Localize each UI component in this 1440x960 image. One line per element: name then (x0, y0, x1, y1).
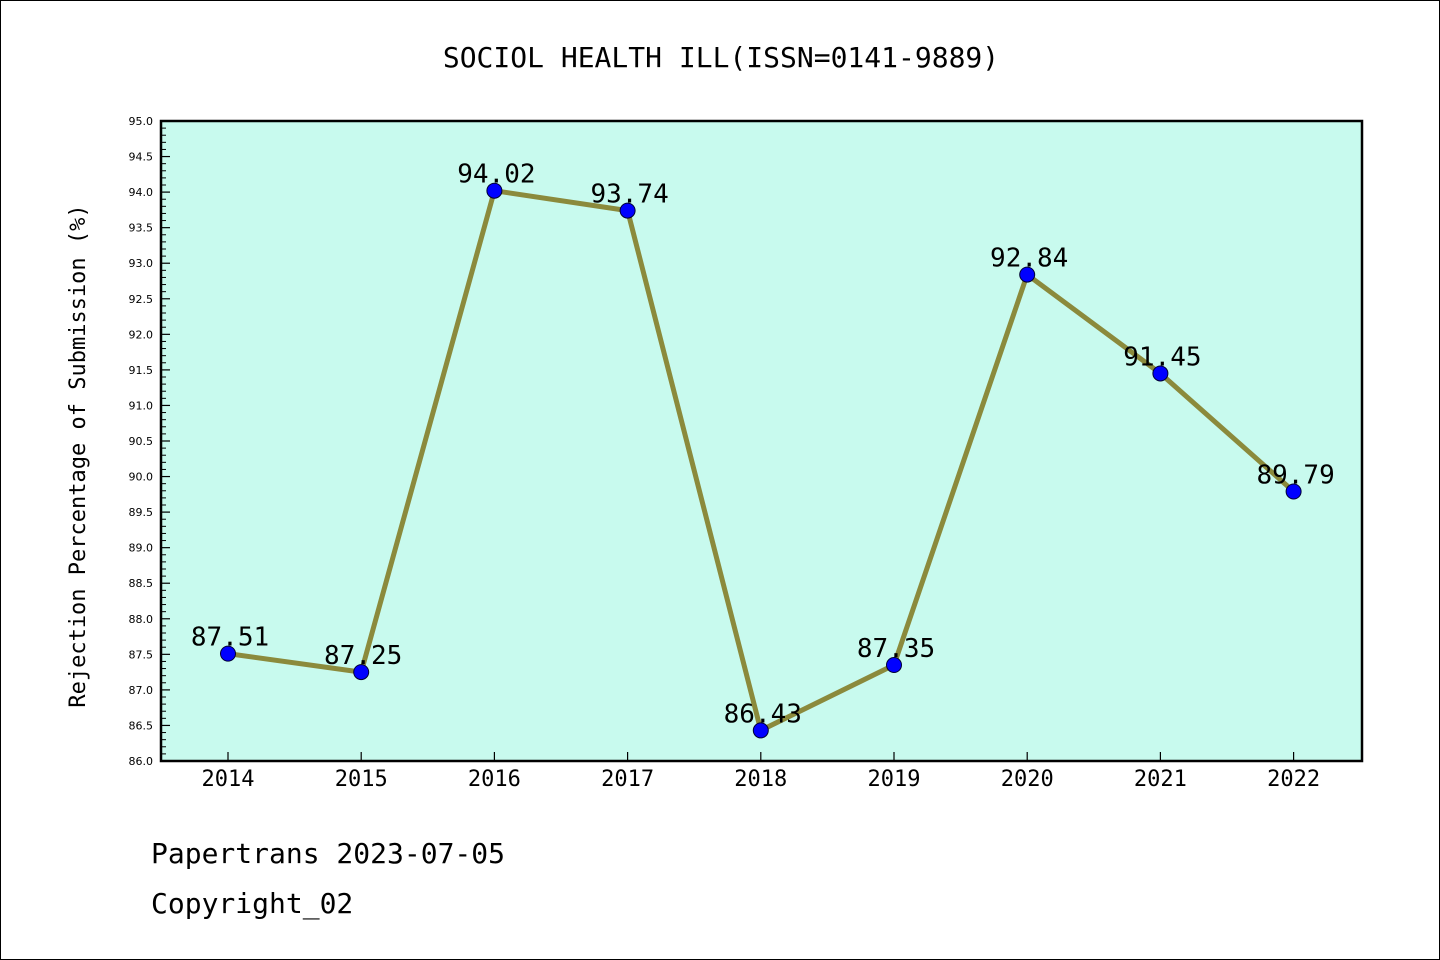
x-tick-label: 2016 (468, 767, 521, 792)
x-tick-label: 2021 (1134, 767, 1187, 792)
y-tick-label: 87.0 (129, 684, 154, 697)
y-tick-label: 94.5 (129, 151, 154, 164)
data-label: 89.79 (1256, 460, 1334, 490)
y-tick-label: 88.5 (129, 577, 154, 590)
y-tick-label: 88.0 (129, 613, 154, 626)
data-point-marker (486, 182, 503, 199)
data-point-marker (1285, 483, 1302, 500)
data-point-marker (1152, 365, 1169, 382)
data-label: 93.74 (590, 180, 668, 210)
y-tick-label: 89.5 (129, 506, 154, 519)
y-tick-label: 91.5 (129, 364, 154, 377)
y-tick-label: 90.0 (129, 471, 154, 484)
data-label-group: 87.51 87.25 94.02 93.74 86.43 87.35 92.84 91.45… (191, 160, 1335, 730)
y-tick-label: 87.5 (129, 648, 154, 661)
footer-copyright: Copyright_02 (151, 887, 354, 920)
data-label: 87.25 (324, 641, 402, 671)
y-tick-label: 94.0 (129, 186, 154, 199)
y-tick-label: 93.5 (129, 222, 154, 235)
data-label: 87.51 (191, 623, 269, 653)
y-tick-label: 92.0 (129, 328, 154, 341)
y-tick-label: 95.0 (129, 115, 154, 128)
x-tick-label: 2018 (734, 767, 787, 792)
x-tick-label: 2014 (202, 767, 255, 792)
data-label: 91.45 (1123, 342, 1201, 372)
y-axis: 86.0 86.5 87.0 87.5 88.0 88.5 89.0 89.5 90.0 90.5… (129, 115, 170, 768)
data-point-marker (886, 657, 902, 673)
data-point-marker (220, 645, 236, 662)
chart-title: SOCIOL HEALTH ILL(ISSN=0141-9889) (443, 41, 999, 74)
x-tick-label: 2020 (1001, 767, 1054, 792)
x-tick-label: 2015 (335, 767, 388, 792)
marker-group (220, 182, 1302, 739)
x-tick-label: 2022 (1267, 767, 1320, 792)
data-point-marker (353, 664, 370, 681)
data-label: 87.35 (857, 634, 935, 664)
y-tick-label: 90.5 (129, 435, 154, 448)
y-tick-label: 89.0 (129, 542, 154, 555)
footer-date: Papertrans 2023-07-05 (151, 837, 506, 870)
y-axis-label: Rejection Percentage of Submission (%) (66, 204, 91, 707)
data-label: 86.43 (724, 699, 802, 729)
data-point-marker (619, 202, 636, 219)
y-tick-label: 91.0 (129, 399, 154, 412)
plot-area (159, 119, 1364, 763)
y-tick-label: 86.0 (129, 755, 154, 768)
x-axis: 2014 2015 2016 2017 2018 2019 2020 2021 2022 (202, 752, 1320, 792)
y-tick-label: 86.5 (129, 719, 154, 732)
data-point-marker (1019, 266, 1036, 283)
data-label: 92.84 (990, 244, 1068, 274)
x-tick-label: 2017 (601, 767, 654, 792)
data-point-marker (752, 722, 769, 739)
x-tick-label: 2019 (868, 767, 921, 792)
y-tick-label: 93.0 (129, 257, 154, 270)
data-label: 94.02 (457, 160, 535, 190)
y-tick-label: 92.5 (129, 293, 154, 306)
